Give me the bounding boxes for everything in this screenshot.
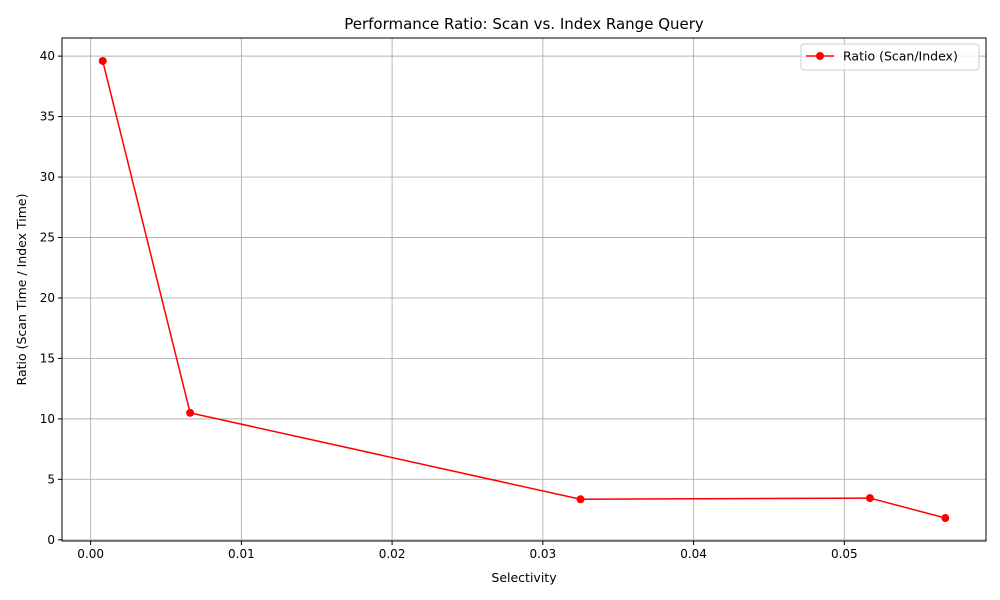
legend-entry-label: Ratio (Scan/Index) bbox=[843, 49, 958, 64]
y-tick-label: 25 bbox=[40, 231, 55, 245]
y-tick-label: 35 bbox=[40, 110, 55, 124]
legend-marker-swatch bbox=[816, 52, 824, 60]
plot-frame bbox=[61, 37, 987, 542]
x-tick-label: 0.03 bbox=[529, 547, 556, 561]
x-tick-label: 0.04 bbox=[680, 547, 707, 561]
series-layer bbox=[98, 56, 950, 523]
data-point bbox=[576, 495, 585, 504]
y-tick-label: 15 bbox=[40, 351, 55, 365]
y-tick-label: 20 bbox=[40, 291, 55, 305]
data-point bbox=[186, 408, 195, 417]
y-tick-label: 5 bbox=[47, 472, 55, 486]
grid bbox=[62, 38, 986, 541]
y-tick-label: 10 bbox=[40, 412, 55, 426]
data-point bbox=[98, 56, 107, 65]
chart-title: Performance Ratio: Scan vs. Index Range … bbox=[344, 15, 704, 33]
x-tick-label: 0.01 bbox=[228, 547, 255, 561]
y-axis-label: Ratio (Scan Time / Index Time) bbox=[14, 194, 29, 386]
legend-box bbox=[800, 43, 980, 71]
x-axis-ticks: 0.00 0.01 0.02 0.03 0.04 0.05 bbox=[77, 541, 858, 561]
data-point bbox=[865, 494, 874, 503]
legend: Ratio (Scan/Index) bbox=[800, 43, 980, 71]
x-tick-label: 0.05 bbox=[831, 547, 858, 561]
x-tick-label: 0.00 bbox=[77, 547, 104, 561]
y-axis-ticks: 0 5 10 15 20 25 30 35 40 bbox=[40, 49, 62, 547]
y-tick-label: 30 bbox=[40, 170, 55, 184]
x-tick-label: 0.02 bbox=[379, 547, 406, 561]
y-tick-label: 0 bbox=[47, 533, 55, 547]
y-tick-label: 40 bbox=[40, 49, 55, 63]
x-axis-label: Selectivity bbox=[491, 570, 557, 585]
data-point bbox=[941, 514, 950, 523]
